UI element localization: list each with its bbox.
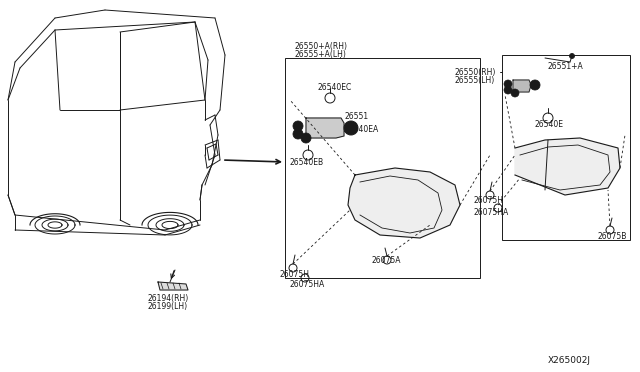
Text: 26075HA: 26075HA [474, 208, 509, 217]
Text: 26075B: 26075B [598, 232, 627, 241]
Text: 26550+A(RH): 26550+A(RH) [295, 42, 348, 51]
Circle shape [570, 54, 575, 58]
Polygon shape [158, 282, 188, 290]
Circle shape [511, 89, 519, 97]
Polygon shape [515, 138, 620, 195]
Text: 26075HA: 26075HA [290, 280, 325, 289]
Polygon shape [348, 168, 460, 238]
Text: 26551+A: 26551+A [548, 62, 584, 71]
Text: 26075H: 26075H [474, 196, 504, 205]
Polygon shape [513, 80, 531, 92]
Text: 26555(LH): 26555(LH) [455, 76, 495, 85]
Circle shape [504, 86, 512, 94]
Text: X265002J: X265002J [548, 356, 591, 365]
Text: 26194(RH): 26194(RH) [148, 294, 189, 303]
Text: 26555+A(LH): 26555+A(LH) [295, 50, 347, 59]
Text: 26540EA: 26540EA [345, 125, 380, 134]
Bar [285, 58, 480, 278]
Circle shape [293, 121, 303, 131]
Text: 26540EC: 26540EC [318, 83, 352, 92]
Text: 26550(RH): 26550(RH) [455, 68, 497, 77]
Text: 26199(LH): 26199(LH) [148, 302, 188, 311]
Polygon shape [306, 118, 344, 138]
Text: 26540E: 26540E [535, 120, 564, 129]
Circle shape [344, 121, 358, 135]
Circle shape [293, 129, 303, 139]
Circle shape [504, 80, 512, 88]
Text: 26075A: 26075A [372, 256, 401, 265]
Text: 26540EB: 26540EB [290, 158, 324, 167]
Text: 26075H: 26075H [280, 270, 310, 279]
Text: 26551: 26551 [345, 112, 369, 121]
Circle shape [530, 80, 540, 90]
Circle shape [301, 133, 311, 143]
Bar [502, 55, 630, 240]
